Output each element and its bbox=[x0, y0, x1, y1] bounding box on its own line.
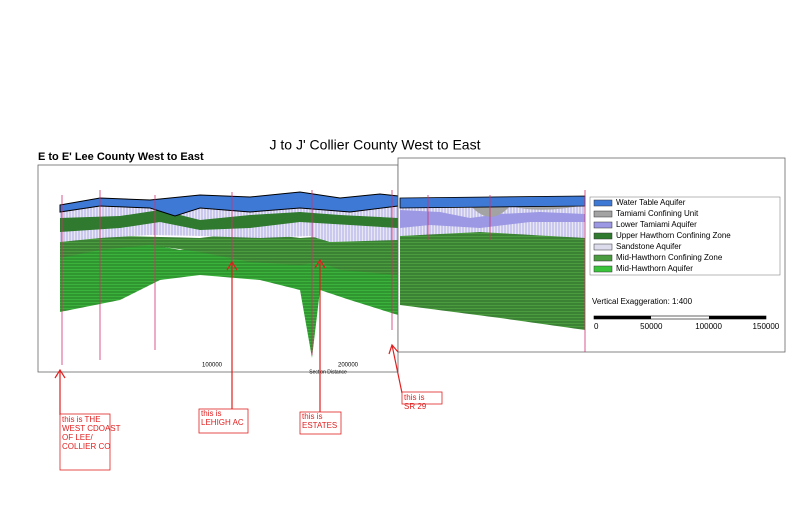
legend: Water Table Aquifer Tamiami Confining Uni… bbox=[589, 196, 781, 276]
scale-label: 100000 bbox=[695, 322, 722, 331]
scale-bar bbox=[593, 315, 767, 320]
axis-tick-label: 200000 bbox=[338, 363, 359, 369]
subtitle: E to E' Lee County West to East bbox=[38, 151, 204, 163]
axis-label: Section Distance bbox=[309, 369, 347, 375]
legend-box bbox=[589, 196, 781, 276]
legend-label: Mid-Hawthorn Confining Zone bbox=[616, 253, 723, 262]
axis-tick-label: 100000 bbox=[202, 363, 223, 369]
left-layers bbox=[59, 190, 399, 365]
scale-label: 0 bbox=[594, 322, 599, 331]
legend-swatch bbox=[593, 232, 613, 240]
right-layers bbox=[399, 190, 586, 352]
legend-swatch bbox=[593, 210, 613, 218]
legend-label: Mid-Hawthorn Aquifer bbox=[616, 264, 693, 273]
legend-swatch bbox=[593, 221, 613, 229]
annotation: this is THE WEST CDOAST OF LEE/COLLIER CO bbox=[62, 415, 121, 451]
annotation-boxes bbox=[59, 391, 443, 471]
legend-label: Water Table Aquifer bbox=[616, 198, 686, 207]
scale-label: 50000 bbox=[640, 322, 663, 331]
legend-label: Lower Tamiami Aquifer bbox=[616, 220, 697, 229]
legend-swatch bbox=[593, 243, 613, 251]
annotation: this is ESTATES bbox=[302, 412, 337, 430]
scale-labels: 0 50000 100000 150000 bbox=[594, 322, 780, 331]
scale-label: 150000 bbox=[753, 322, 780, 331]
legend-label: Sandstone Aquifer bbox=[616, 242, 682, 251]
legend-swatch bbox=[593, 199, 613, 207]
title: J to J' Collier County West to East bbox=[270, 137, 481, 153]
legend-swatch bbox=[593, 254, 613, 262]
annotation: this is LEHIGH AC bbox=[201, 409, 244, 427]
exaggeration: Vertical Exaggeration: 1:400 bbox=[592, 297, 693, 306]
arrows bbox=[54, 258, 403, 415]
annotation: this is SR 29 bbox=[404, 393, 427, 411]
legend-label: Upper Hawthorn Confining Zone bbox=[616, 231, 731, 240]
legend-label: Tamiami Confining Unit bbox=[616, 209, 699, 218]
legend-swatch bbox=[593, 265, 613, 273]
